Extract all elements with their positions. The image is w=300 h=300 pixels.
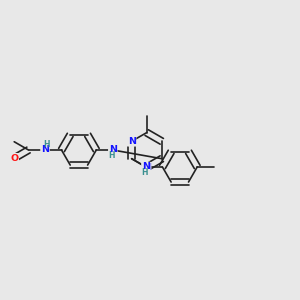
Text: N: N <box>41 146 49 154</box>
Text: H: H <box>43 140 50 149</box>
Text: H: H <box>141 168 148 177</box>
Text: N: N <box>109 146 117 154</box>
Text: N: N <box>142 162 150 171</box>
Text: N: N <box>143 163 151 172</box>
Text: N: N <box>128 137 136 146</box>
Text: H: H <box>108 152 115 160</box>
Text: O: O <box>10 154 18 163</box>
